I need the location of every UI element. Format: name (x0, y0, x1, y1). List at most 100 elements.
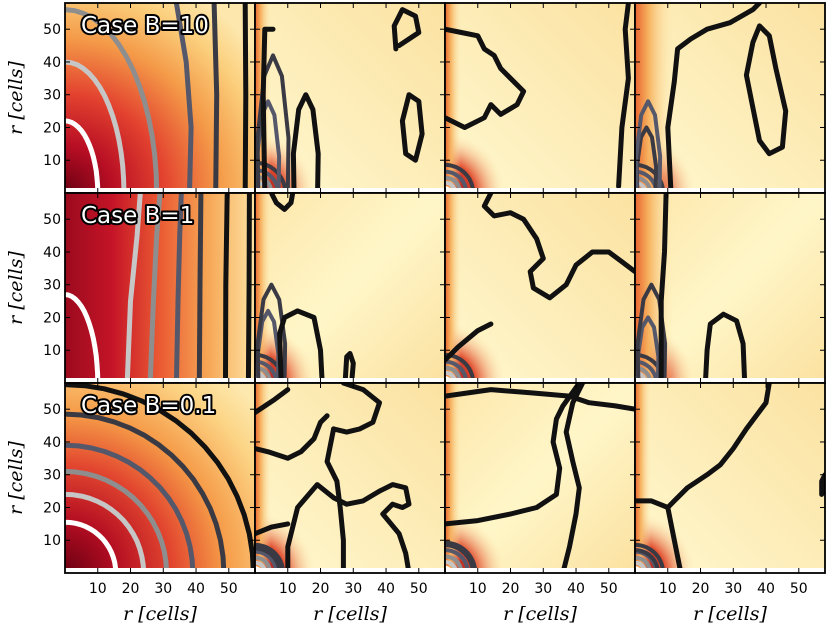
heatmap-panel-r3-c2 (254, 382, 446, 574)
contour-line-6 (242, 3, 249, 188)
heatmap-field (65, 3, 255, 188)
y-tick-label: 10 (43, 343, 61, 359)
contour-line-4 (445, 169, 468, 188)
x-tick-label: 30 (344, 581, 362, 597)
contour-line-7 (255, 282, 288, 378)
contour-line-6 (65, 383, 255, 568)
contour-line-5 (445, 162, 475, 188)
x-tick-label: 50 (410, 581, 428, 597)
contour-line-8 (255, 413, 330, 461)
contour-line-3 (445, 365, 462, 378)
contour-line-7 (616, 3, 631, 188)
contour-line-9 (290, 92, 321, 188)
y-tick-label: 50 (43, 402, 61, 418)
panel-frame (634, 382, 826, 574)
x-axis-label: r [cells] (503, 603, 577, 625)
x-axis-label: r [cells] (123, 603, 197, 625)
contour-line-9 (665, 505, 683, 568)
contour-line-3 (65, 468, 169, 568)
y-tick-label: 40 (43, 245, 61, 261)
contour-line-11 (391, 7, 422, 52)
contour-line-8 (277, 308, 325, 378)
contour-line-4 (65, 442, 196, 568)
contour-line-8 (260, 26, 276, 188)
contour-line-7 (255, 387, 291, 415)
contour-line-1 (65, 292, 101, 378)
contour-line-7 (635, 282, 668, 378)
heatmap-panel-r2-c1 (64, 192, 256, 384)
contour-line-5 (65, 411, 227, 568)
contour-line-7 (635, 99, 663, 188)
x-tick-label: 50 (790, 581, 808, 597)
contour-line-10 (399, 92, 425, 163)
x-tick-label: 50 (600, 581, 618, 597)
x-tick-label: 40 (377, 581, 395, 597)
heatmap-panel-r1-c4 (634, 2, 826, 194)
heatmap-panel-r1-c2 (254, 2, 446, 194)
contour-line-2 (635, 560, 647, 568)
contour-line-3 (147, 193, 163, 378)
contour-line-5 (445, 540, 477, 568)
contour-line-3 (635, 555, 652, 568)
contour-line-9 (255, 521, 291, 537)
x-tick-label: 30 (154, 581, 172, 597)
x-tick-label: 20 (502, 581, 520, 597)
contour-line-4 (445, 359, 468, 378)
contour-line-4 (635, 359, 658, 378)
y-tick-label: 10 (43, 533, 61, 549)
contour-line-8 (665, 383, 772, 510)
y-tick-label: 50 (43, 212, 61, 228)
contour-line-12 (331, 383, 382, 435)
heatmap-panel-r1-c1 (64, 2, 256, 194)
heatmap-panel-r2-c2 (254, 192, 446, 384)
contour-line-6 (445, 26, 527, 130)
x-axis-label: r [cells] (313, 603, 387, 625)
contour-line-2 (445, 560, 458, 568)
contour-line-9 (342, 351, 356, 378)
contour-line-4 (173, 3, 194, 188)
heatmap-panel-r2-c3 (444, 192, 636, 384)
contour-line-4 (445, 548, 470, 568)
contour-line-4 (255, 549, 278, 568)
heatmap-edge-band (635, 383, 651, 568)
contour-line-9 (561, 383, 586, 568)
y-tick-label: 40 (43, 435, 61, 451)
x-tick-label: 30 (534, 581, 552, 597)
heatmap-panel-r3-c1 (64, 382, 256, 574)
contour-line-2 (445, 370, 457, 378)
y-tick-label: 20 (43, 310, 61, 326)
x-axis-label: r [cells] (693, 603, 767, 625)
heatmap-edge-band (445, 193, 461, 378)
contour-line-1 (65, 519, 119, 568)
contour-line-5 (635, 542, 665, 568)
contour-line-5 (211, 3, 220, 188)
contour-line-5 (255, 542, 285, 568)
heatmap-panel-r3-c4 (634, 382, 826, 574)
contour-line-3 (445, 554, 463, 568)
x-tick-label: 10 (279, 581, 297, 597)
x-tick-label: 10 (469, 581, 487, 597)
heatmap-edge-band (255, 383, 271, 568)
y-tick-label: 30 (43, 88, 61, 104)
y-tick-label: 20 (43, 500, 61, 516)
x-tick-label: 10 (89, 581, 107, 597)
contour-line-6 (255, 546, 282, 568)
y-tick-label: 50 (43, 22, 61, 38)
x-tick-label: 10 (659, 581, 677, 597)
contour-line-8 (445, 383, 582, 527)
x-tick-label: 40 (567, 581, 585, 597)
contour-line-8 (658, 193, 669, 378)
contour-line-6 (223, 193, 230, 378)
contour-line-5 (196, 193, 204, 378)
heatmap-panel-r3-c3 (444, 382, 636, 574)
contour-line-10 (285, 482, 412, 568)
contour-line-7 (245, 193, 252, 378)
contour-line-6 (445, 321, 494, 363)
contour-line-7 (255, 53, 291, 188)
x-tick-label: 20 (122, 581, 140, 597)
x-tick-label: 20 (692, 581, 710, 597)
contour-line-10 (819, 472, 825, 497)
contour-line-1 (445, 565, 451, 568)
contour-line-9 (743, 23, 789, 157)
